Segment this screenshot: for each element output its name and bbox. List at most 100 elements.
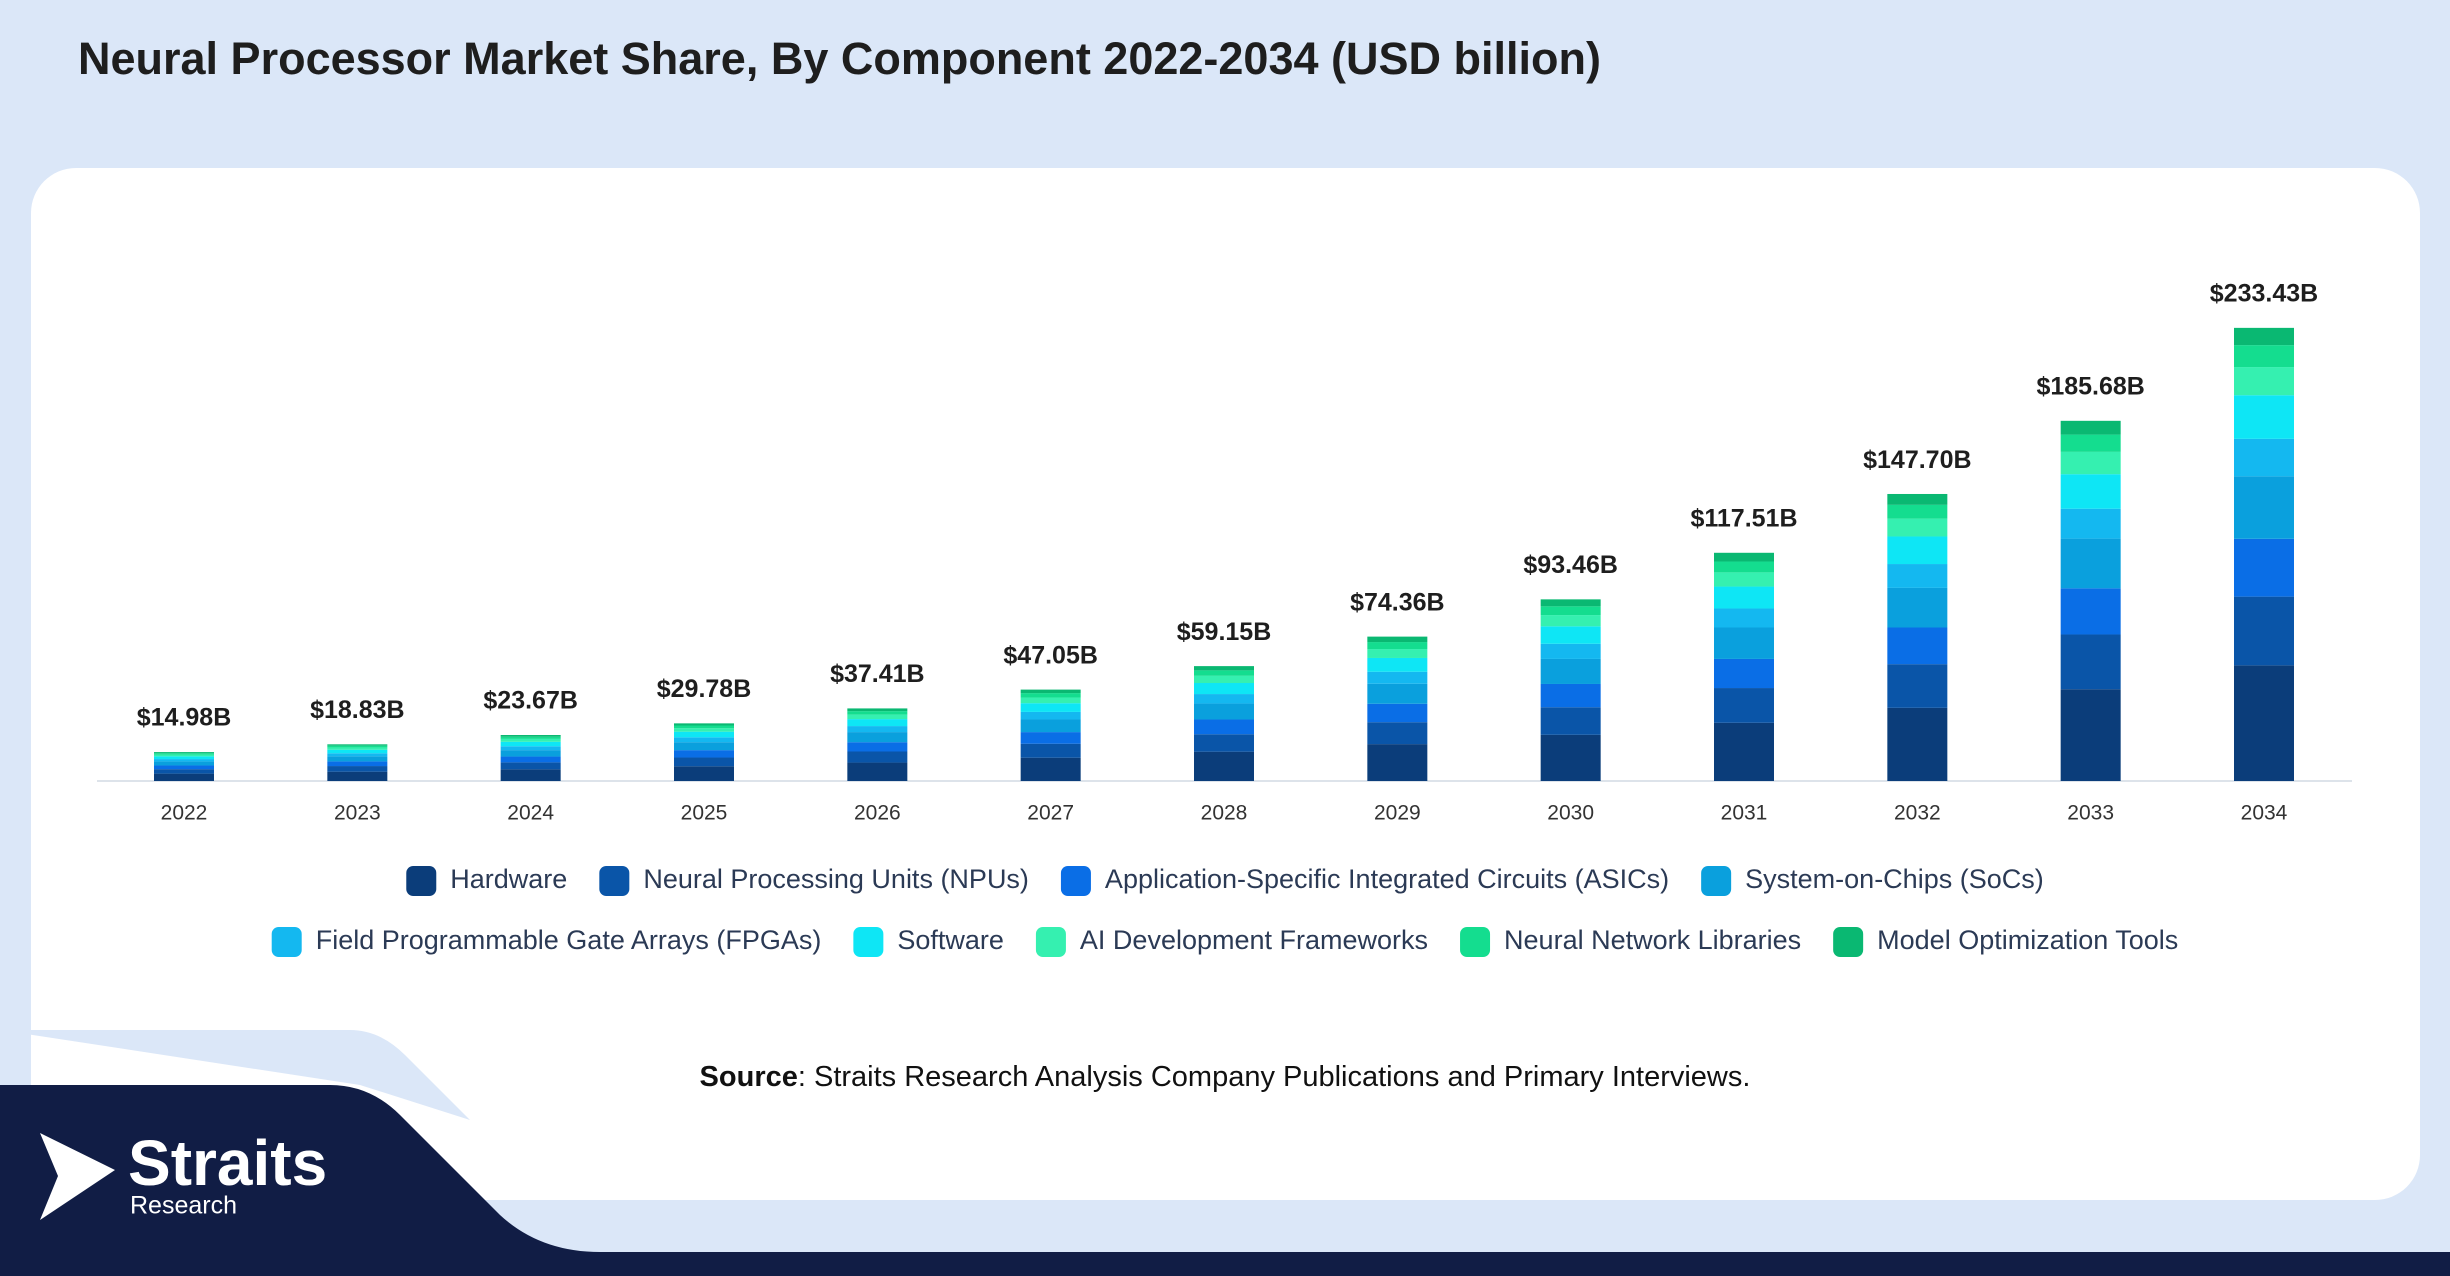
- bar-segment: [2234, 345, 2294, 368]
- bar-segment: [2060, 689, 2121, 781]
- legend-swatch: [1060, 866, 1091, 896]
- bar-segment: [1887, 627, 1948, 665]
- bar-segment: [2060, 434, 2121, 452]
- bar-segment: [1020, 743, 1081, 758]
- total-label: $233.43B: [2210, 280, 2318, 308]
- bar-segment: [2234, 395, 2294, 439]
- bar-segment: [1540, 658, 1601, 684]
- bar-segment: [1367, 642, 1428, 650]
- bar-segment: [327, 756, 388, 762]
- bar-segment: [154, 765, 214, 770]
- bar-segment: [327, 753, 388, 757]
- legend-swatch: [1460, 927, 1491, 957]
- bar-segment: [1367, 683, 1428, 704]
- bar-segment: [2060, 508, 2121, 539]
- bar-segment: [1540, 606, 1601, 616]
- total-label: $59.15B: [1177, 618, 1272, 646]
- bar-segment: [1887, 536, 1948, 565]
- bar-segment: [2234, 367, 2294, 396]
- bar-segment: [500, 736, 561, 739]
- bar-segment: [2060, 588, 2121, 635]
- bar-segment: [847, 732, 908, 743]
- bar-segment: [2234, 476, 2294, 539]
- legend-swatch: [853, 927, 884, 957]
- source-text: : Straits Research Analysis Company Publ…: [798, 1061, 1751, 1093]
- legend-swatch: [1833, 927, 1864, 957]
- bar-segment: [500, 735, 561, 737]
- bar-segment: [1367, 703, 1428, 723]
- x-tick-label: 2023: [334, 802, 381, 825]
- bar-segment: [674, 757, 734, 767]
- bar-segment: [327, 749, 388, 754]
- x-tick-label: 2028: [1201, 802, 1248, 825]
- logo-band: [0, 1085, 2450, 1276]
- bar-segment: [1714, 572, 1774, 587]
- bar-segment: [154, 754, 214, 757]
- legend-label: Field Programmable Gate Arrays (FPGAs): [316, 925, 822, 955]
- bar-segment: [2060, 538, 2121, 589]
- bar-segment: [1714, 586, 1774, 609]
- bar-segment: [2060, 420, 2121, 435]
- bar-segment: [1194, 694, 1254, 704]
- bar-segment: [327, 761, 388, 767]
- legend-label: Model Optimization Tools: [1877, 925, 2178, 955]
- x-tick-label: 2033: [2067, 802, 2114, 825]
- bar-segment: [1020, 697, 1081, 704]
- bar-segment: [1540, 643, 1601, 659]
- bar-segment: [1020, 757, 1081, 781]
- legend-label: Neural Network Libraries: [1504, 925, 1801, 955]
- bar-segment: [1194, 703, 1254, 720]
- bar-segment: [2234, 327, 2294, 346]
- bar-segment: [847, 751, 908, 763]
- bar-segment: [2060, 474, 2121, 509]
- bar-segment: [2060, 451, 2121, 475]
- x-tick-label: 2024: [507, 802, 554, 825]
- bar-segment: [500, 769, 561, 781]
- bar-segment: [500, 762, 561, 770]
- bar-segment: [1020, 711, 1081, 720]
- bar-segment: [154, 756, 214, 760]
- bar-segment: [154, 773, 214, 781]
- bar-segment: [1020, 689, 1081, 694]
- bar-segment: [154, 753, 214, 755]
- bar-segment: [1194, 666, 1254, 671]
- bar-segment: [2234, 665, 2294, 781]
- bar-segment: [1540, 599, 1601, 607]
- bar-segment: [1194, 675, 1254, 683]
- total-label: $117.51B: [1690, 505, 1797, 533]
- total-label: $147.70B: [1863, 446, 1971, 474]
- legend-swatch: [1701, 866, 1732, 896]
- legend-label: AI Development Frameworks: [1080, 925, 1428, 955]
- bar-segment: [847, 762, 908, 781]
- bar-segment: [2234, 438, 2294, 477]
- bar-segment: [1714, 688, 1774, 723]
- bar-segment: [1194, 682, 1254, 695]
- bar-segment: [1194, 734, 1254, 752]
- bar-segment: [674, 766, 734, 781]
- bar-segment: [1367, 744, 1428, 781]
- bar-segment: [2234, 538, 2294, 597]
- bar-segment: [847, 726, 908, 733]
- legend-label: Software: [897, 925, 1004, 955]
- logo-sub: Research: [130, 1192, 237, 1220]
- bar-segment: [1020, 732, 1081, 744]
- legend-row: Field Programmable Gate Arrays (FPGAs) So…: [271, 925, 2178, 957]
- bar-segment: [1194, 719, 1254, 735]
- legend-swatch: [1035, 927, 1066, 957]
- bar-segment: [1887, 504, 1948, 519]
- bar-segment: [847, 708, 908, 712]
- bar-segment: [1194, 670, 1254, 676]
- bar-segment: [674, 750, 734, 758]
- bar-segment: [1887, 564, 1948, 588]
- bar-segment: [154, 761, 214, 766]
- bar-segment: [327, 771, 388, 781]
- bar-segment: [1714, 608, 1774, 628]
- bar-segment: [327, 744, 388, 746]
- bar-segment: [1020, 703, 1081, 712]
- bar-segment: [847, 742, 908, 752]
- total-label: $14.98B: [137, 704, 232, 732]
- legend-label: System-on-Chips (SoCs): [1745, 864, 2044, 894]
- legend-swatch: [599, 866, 630, 896]
- bar-segment: [1367, 636, 1428, 643]
